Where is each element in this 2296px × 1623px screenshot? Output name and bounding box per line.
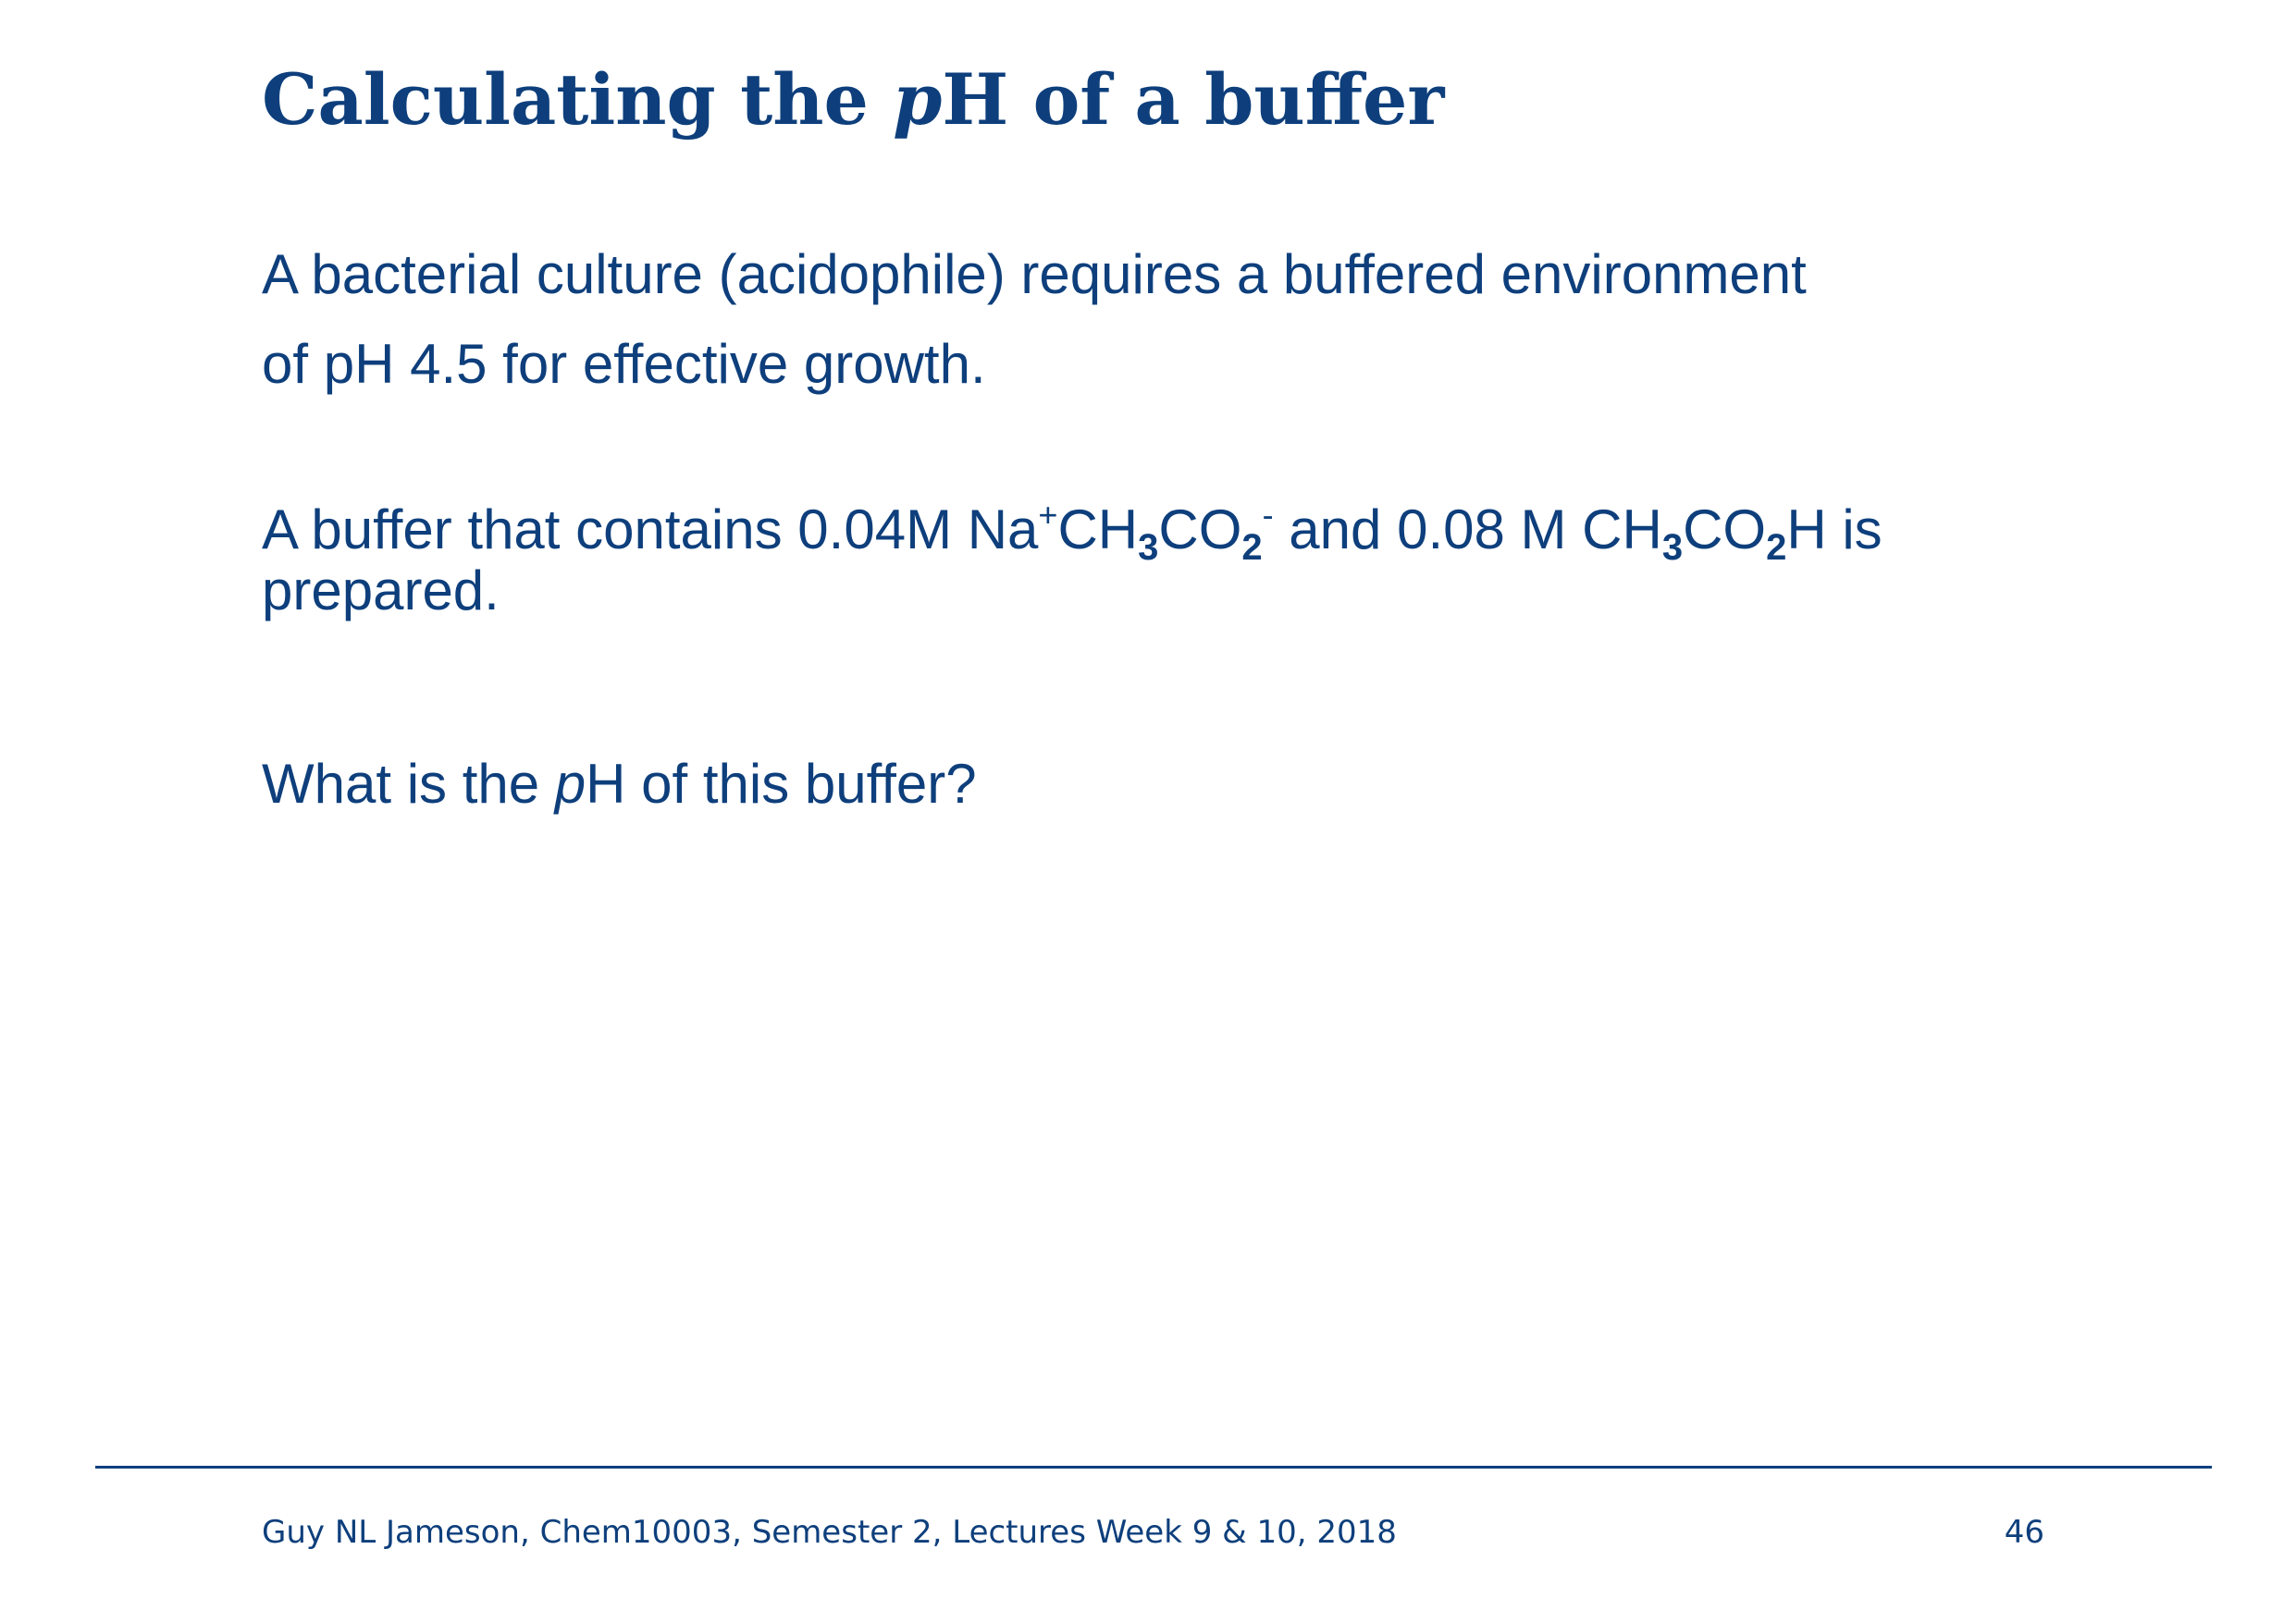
p2-text-3: CO (1158, 498, 1242, 560)
p2-sub-3b: 3 (1661, 527, 1684, 568)
p2-text-6: H is (1786, 498, 1882, 560)
p2-text-5: CO (1683, 498, 1767, 560)
paragraph1-line2: of pH 4.5 for effective growth. (262, 333, 986, 395)
p2-sub-3a: 3 (1138, 527, 1159, 568)
p2-text-1: A buffer that contains 0.04M Na (262, 498, 1039, 560)
p2-sup-plus: + (1038, 496, 1058, 534)
slide-title: Calculating the pH of a buffer (262, 57, 1444, 141)
p2-line2: prepared. (262, 559, 500, 621)
title-text-before: Calculating the (262, 58, 894, 141)
title-p-italic: p (893, 58, 943, 141)
p2-sub-2b: 2 (1766, 527, 1787, 568)
p2-text-4: and 0.08 M CH (1273, 498, 1662, 560)
p2-sup-minus: - (1262, 496, 1274, 534)
paragraph-culture-requirement: A bacterial culture (acidophile) require… (262, 229, 1807, 409)
p3-text-before: What is the (262, 753, 555, 815)
paragraph-buffer-composition: A buffer that contains 0.04M Na+CH3CO2- … (262, 496, 1882, 621)
p2-sub-2a: 2 (1241, 527, 1263, 568)
footer-divider (95, 1466, 2212, 1469)
page-number: 46 (2004, 1514, 2044, 1551)
p3-text-after: H of this buffer? (586, 753, 977, 815)
paragraph-question: What is the pH of this buffer? (262, 751, 977, 818)
p2-text-2: CH (1057, 498, 1139, 560)
p3-p-italic: p (554, 753, 586, 815)
title-text-after: H of a buffer (942, 58, 1445, 141)
footer-credit: Guy NL Jameson, Chem10003, Semester 2, L… (262, 1514, 1397, 1551)
paragraph1-line1: A bacterial culture (acidophile) require… (262, 243, 1807, 305)
